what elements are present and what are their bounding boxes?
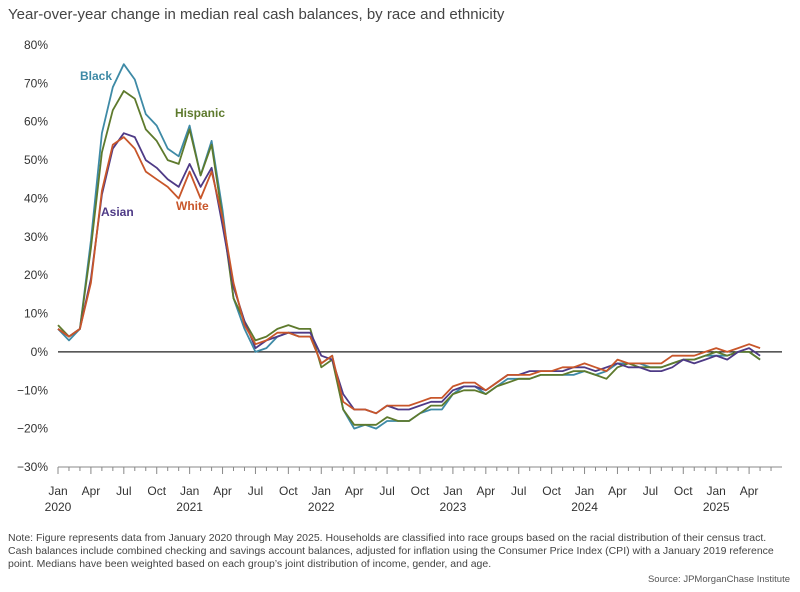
x-tick-label: Jul xyxy=(379,484,394,498)
y-tick-label: 10% xyxy=(24,307,48,321)
series-label-hispanic: Hispanic xyxy=(175,106,225,120)
series-line-hispanic xyxy=(57,90,761,426)
y-tick-label: 40% xyxy=(24,191,48,205)
y-tick-label: 30% xyxy=(24,230,48,244)
y-tick-label: −20% xyxy=(17,422,48,436)
x-axis: Jan 2020 Apr Jul Oct Jan 2021 Apr Jul Oct Jan 2022 A… xyxy=(45,466,782,514)
x-tick-year: 2020 xyxy=(45,500,72,514)
x-tick-label: Oct xyxy=(147,484,166,498)
chart-note: Note: Figure represents data from Januar… xyxy=(8,532,774,570)
x-tick-year: 2024 xyxy=(571,500,598,514)
y-tick-label: −10% xyxy=(17,383,48,397)
x-tick-year: 2025 xyxy=(703,500,730,514)
series-lines xyxy=(57,63,761,430)
series-label-asian: Asian xyxy=(101,205,134,219)
x-tick-year: 2022 xyxy=(308,500,335,514)
x-tick-label: Apr xyxy=(740,484,759,498)
x-tick-label: Jul xyxy=(643,484,658,498)
x-tick-label: Apr xyxy=(213,484,232,498)
series-line-asian xyxy=(57,132,761,415)
y-tick-label: 80% xyxy=(24,38,48,52)
x-tick-label: Oct xyxy=(674,484,693,498)
series-label-black: Black xyxy=(80,69,112,83)
x-tick-label: Jan xyxy=(180,484,199,498)
y-tick-label: −30% xyxy=(17,460,48,474)
x-tick-label: Apr xyxy=(476,484,495,498)
x-tick-label: Jan xyxy=(312,484,331,498)
x-tick-label: Apr xyxy=(82,484,101,498)
x-tick-label: Jul xyxy=(511,484,526,498)
x-tick-label: Oct xyxy=(411,484,430,498)
x-tick-label: Apr xyxy=(608,484,627,498)
chart-title: Year-over-year change in median real cas… xyxy=(8,6,505,23)
x-tick-label: Jul xyxy=(116,484,131,498)
x-tick-label: Jan xyxy=(707,484,726,498)
y-tick-label: 70% xyxy=(24,76,48,90)
x-tick-label: Oct xyxy=(279,484,298,498)
x-tick-label: Jan xyxy=(575,484,594,498)
x-tick-label: Oct xyxy=(542,484,561,498)
series-label-white: White xyxy=(176,199,209,213)
chart-source: Source: JPMorganChase Institute xyxy=(647,574,790,585)
x-tick-year: 2021 xyxy=(176,500,203,514)
x-tick-label: Jul xyxy=(248,484,263,498)
y-tick-label: 60% xyxy=(24,115,48,129)
x-tick-year: 2023 xyxy=(440,500,467,514)
x-tick-label: Apr xyxy=(345,484,364,498)
y-tick-label: 50% xyxy=(24,153,48,167)
y-tick-label: 0% xyxy=(31,345,49,359)
y-tick-label: 20% xyxy=(24,268,48,282)
line-chart: 80% 70% 60% 50% 40% 30% 20% 10% 0% −10% −20% −30% J… xyxy=(17,38,782,514)
series-labels: Black Hispanic White Asian xyxy=(80,69,225,219)
series-line-black xyxy=(57,63,761,430)
x-tick-label: Jan xyxy=(443,484,462,498)
series-line-white xyxy=(57,136,761,415)
y-axis: 80% 70% 60% 50% 40% 30% 20% 10% 0% −10% −20% −30% xyxy=(17,38,48,474)
x-tick-label: Jan xyxy=(48,484,67,498)
